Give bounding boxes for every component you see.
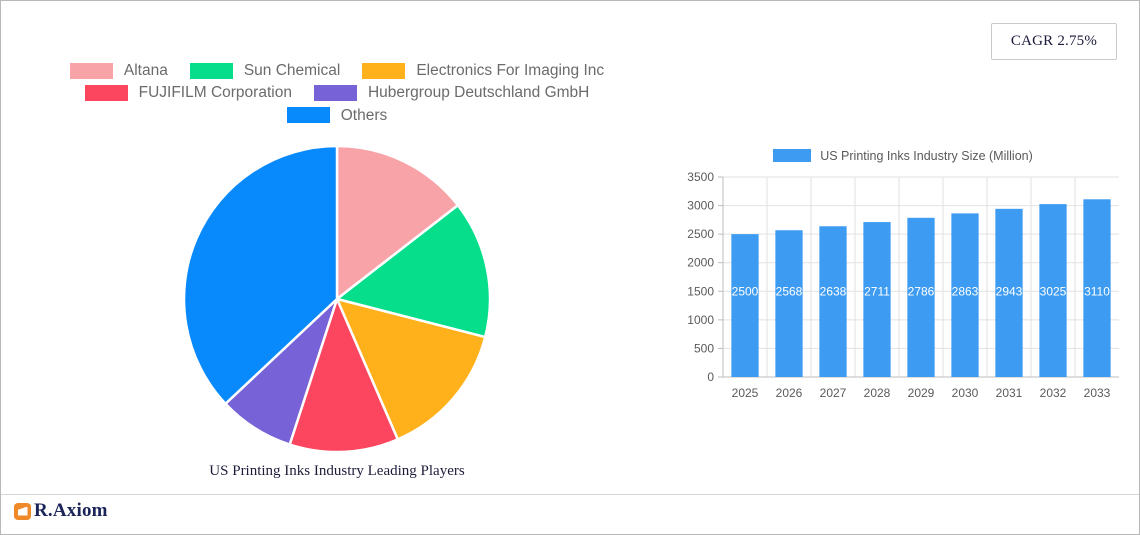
pie-slice[interactable] xyxy=(288,297,400,453)
pie-legend-swatch xyxy=(313,85,357,102)
x-axis-tick-label: 2030 xyxy=(952,386,979,400)
x-axis-tick-label: 2025 xyxy=(732,386,759,400)
x-axis-tick-label: 2027 xyxy=(820,386,847,400)
x-axis-tick-label: 2026 xyxy=(776,386,803,400)
bar[interactable] xyxy=(1083,199,1111,377)
y-axis-tick-label: 3000 xyxy=(687,199,714,213)
pie-legend-swatch xyxy=(84,85,128,102)
bar-value-label: 2943 xyxy=(996,284,1023,298)
bar-legend: US Printing Inks Industry Size (Million) xyxy=(677,143,1129,165)
pie-legend-swatch xyxy=(286,107,330,124)
pie-legend-item[interactable]: Others xyxy=(286,106,388,124)
y-axis-tick-label: 2500 xyxy=(687,227,714,241)
y-axis-tick-label: 0 xyxy=(707,370,714,384)
bar-value-label: 2863 xyxy=(952,284,979,298)
bar[interactable] xyxy=(995,208,1023,377)
x-axis-tick-label: 2028 xyxy=(864,386,891,400)
y-axis-tick-label: 500 xyxy=(694,341,714,355)
bar[interactable] xyxy=(951,213,979,377)
pie-legend: Altana Sun Chemical Electronics For Imagin… xyxy=(17,63,657,124)
bar[interactable] xyxy=(819,226,847,377)
pie-slice[interactable] xyxy=(335,297,487,441)
x-axis-tick-label: 2033 xyxy=(1084,386,1111,400)
pie-slice[interactable] xyxy=(335,203,492,339)
bar-value-label: 3110 xyxy=(1084,284,1110,298)
x-axis-tick-label: 2032 xyxy=(1040,386,1067,400)
pie-legend-item[interactable]: Hubergroup Deutschland GmbH xyxy=(313,84,590,102)
bar-value-label: 2500 xyxy=(732,284,759,298)
bar-value-label: 2568 xyxy=(776,284,803,298)
pie-legend-item[interactable]: FUJIFILM Corporation xyxy=(84,84,292,102)
x-axis-tick-label: 2029 xyxy=(908,386,935,400)
pie-legend-swatch xyxy=(189,63,233,79)
bar-value-label: 3025 xyxy=(1040,284,1067,298)
pie-legend-label: Sun Chemical xyxy=(243,62,341,80)
bar-value-label: 2786 xyxy=(908,284,935,298)
pie-legend-label: Electronics For Imaging Inc xyxy=(416,62,605,80)
pie-chart xyxy=(182,144,492,454)
pie-legend-label: Hubergroup Deutschland GmbH xyxy=(367,84,590,102)
pie-legend-row: Altana Sun Chemical Electronics For Imagin… xyxy=(17,63,657,79)
pie-legend-swatch xyxy=(362,63,406,79)
y-axis-tick-label: 1500 xyxy=(687,284,714,298)
bar-legend-swatch xyxy=(773,149,812,163)
footer-bar: R.Axiom xyxy=(1,494,1139,534)
pie-legend-row: FUJIFILM Corporation Hubergroup Deutschla… xyxy=(17,84,657,102)
bar-chart-svg: 0 500 1000 1500 2000 2500 3000 3500 2500 2025 2568… xyxy=(687,170,1119,400)
pie-chart-title: US Printing Inks Industry Leading Player… xyxy=(209,462,465,479)
bar[interactable] xyxy=(907,217,935,377)
pie-slice[interactable] xyxy=(335,144,460,300)
y-axis-tick-label: 1000 xyxy=(687,313,714,327)
bar-legend-label: US Printing Inks Industry Size (Million) xyxy=(820,148,1033,163)
pie-svg xyxy=(182,144,492,453)
y-axis-tick-label: 3500 xyxy=(687,170,714,184)
pie-legend-item[interactable]: Altana xyxy=(69,62,168,80)
bar[interactable] xyxy=(863,222,891,377)
pie-legend-label: Others xyxy=(340,106,388,124)
axiom-logo-icon xyxy=(14,502,31,520)
pie-chart-panel: Altana Sun Chemical Electronics For Imagin… xyxy=(1,63,673,493)
cagr-badge: CAGR 2.75% xyxy=(991,23,1117,60)
bar-value-label: 2711 xyxy=(864,284,890,298)
logo-text: R.Axiom xyxy=(34,500,108,521)
bar-chart-panel: US Printing Inks Industry Size (Million)… xyxy=(677,143,1129,415)
pie-legend-label: FUJIFILM Corporation xyxy=(138,84,292,102)
bar[interactable] xyxy=(1039,204,1067,377)
x-axis-tick-label: 2031 xyxy=(996,386,1023,400)
bar[interactable] xyxy=(731,234,759,377)
pie-legend-item[interactable]: Electronics For Imaging Inc xyxy=(362,63,604,79)
pie-legend-row: Others xyxy=(17,106,657,124)
pie-legend-label: Altana xyxy=(123,62,168,80)
pie-slice[interactable] xyxy=(182,144,339,405)
logo: R.Axiom xyxy=(14,500,108,522)
pie-legend-item[interactable]: Sun Chemical xyxy=(189,62,341,80)
bar-value-label: 2638 xyxy=(820,284,847,298)
y-axis-tick-label: 2000 xyxy=(687,256,714,270)
bar[interactable] xyxy=(775,230,803,377)
pie-legend-swatch xyxy=(69,63,113,79)
